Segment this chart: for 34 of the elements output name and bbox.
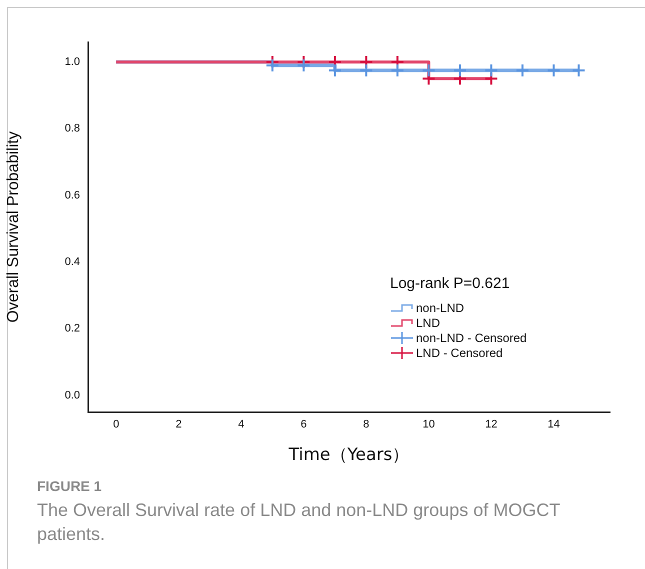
legend-label: non-LND	[416, 300, 464, 314]
legend-label: non-LND - Censored	[416, 330, 527, 344]
y-tick-label: 0.0	[64, 389, 80, 402]
legend-label: LND	[416, 316, 440, 330]
x-tick-label: 2	[176, 418, 182, 431]
point	[515, 63, 530, 78]
point	[452, 63, 467, 78]
point	[359, 63, 374, 78]
y-tick-label: 1.0	[64, 56, 80, 68]
point	[422, 63, 436, 78]
x-axis-title: Time（Years）	[288, 445, 410, 466]
y-axis-title: Overall Survival Probability	[5, 131, 22, 323]
point	[265, 58, 280, 72]
y-tick-label: 0.2	[64, 322, 80, 335]
point	[572, 63, 586, 78]
point	[390, 63, 404, 78]
point	[484, 63, 498, 78]
point	[546, 63, 561, 78]
legend-title: Log-rank P=0.621	[390, 275, 511, 292]
x-tick-label: 14	[548, 418, 560, 431]
y-tick-label: 0.8	[64, 122, 80, 135]
y-tick-label: 0.6	[64, 189, 80, 202]
x-tick-label: 6	[300, 418, 307, 431]
y-tick-label: 0.4	[64, 256, 80, 268]
point	[296, 58, 311, 72]
x-tick-label: 0	[113, 418, 120, 431]
x-tick-label: 4	[238, 418, 244, 431]
x-tick-label: 12	[485, 418, 498, 431]
point	[328, 63, 342, 78]
x-tick-label: 10	[422, 418, 435, 431]
caption: FIGURE 1	[37, 478, 103, 494]
legend-label: LND - Censored	[416, 346, 503, 360]
text: The Overall Survival rate of LND and non-LND groups of MOGCT patients.	[37, 499, 561, 546]
x-tick-label: 8	[363, 418, 370, 431]
